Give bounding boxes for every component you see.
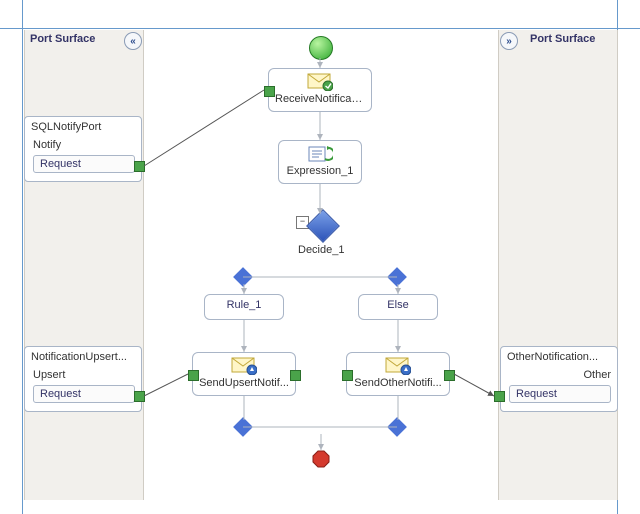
branch-diamond — [387, 417, 407, 437]
send-upsert-shape[interactable]: SendUpsertNotif... — [192, 352, 296, 396]
shape-label: SendUpsertNotif... — [199, 377, 289, 389]
port-surface-label-right: Port Surface — [530, 33, 595, 45]
port-title: NotificationUpsert... — [25, 347, 141, 365]
shape-connector-stub[interactable] — [342, 370, 353, 381]
else-shape[interactable]: Else — [358, 294, 438, 320]
port-surface-left[interactable] — [24, 30, 144, 500]
branch-diamond — [233, 417, 253, 437]
branch-diamond — [387, 267, 407, 287]
shape-connector-stub[interactable] — [264, 86, 275, 97]
port-request[interactable]: Request — [33, 155, 135, 173]
rule-shape[interactable]: Rule_1 — [204, 294, 284, 320]
ruler-left — [22, 0, 23, 514]
end-shape-icon[interactable] — [312, 450, 330, 468]
port-connector-stub[interactable] — [494, 391, 505, 402]
shape-label: Expression_1 — [285, 165, 355, 177]
send-message-icon — [231, 357, 257, 375]
port-title: SQLNotifyPort — [25, 117, 141, 135]
branch-diamond — [233, 267, 253, 287]
send-message-icon — [385, 357, 411, 375]
port-request[interactable]: Request — [509, 385, 611, 403]
start-shape-icon[interactable] — [309, 36, 333, 60]
collapse-left-surface-icon[interactable]: « — [124, 32, 142, 50]
collapse-right-surface-icon[interactable]: » — [500, 32, 518, 50]
shape-label: Else — [387, 299, 408, 311]
port-notification-upsert[interactable]: NotificationUpsert... Upsert Request — [24, 346, 142, 412]
shape-label: ReceiveNotificati... — [275, 93, 365, 105]
shape-connector-stub[interactable] — [444, 370, 455, 381]
port-surface-right[interactable] — [498, 30, 618, 500]
shape-label: Rule_1 — [227, 299, 262, 311]
port-connector-stub[interactable] — [134, 161, 145, 172]
receive-shape[interactable]: ReceiveNotificati... — [268, 68, 372, 112]
port-operation: Upsert — [33, 369, 135, 381]
ruler-top — [0, 28, 640, 29]
expression-shape[interactable]: Expression_1 — [278, 140, 362, 184]
port-sql-notify[interactable]: SQLNotifyPort Notify Request — [24, 116, 142, 182]
port-connector-stub[interactable] — [134, 391, 145, 402]
shape-label: SendOtherNotifi... — [353, 377, 443, 389]
shape-connector-stub[interactable] — [290, 370, 301, 381]
port-surface-label-left: Port Surface — [30, 33, 95, 45]
expression-icon — [307, 145, 333, 163]
decide-label: Decide_1 — [298, 244, 344, 256]
port-title: OtherNotification... — [501, 347, 617, 365]
orchestration-canvas: Port Surface Port Surface « » SQLNotifyP… — [0, 0, 640, 514]
port-request[interactable]: Request — [33, 385, 135, 403]
decide-shape-icon[interactable] — [306, 209, 340, 243]
receive-message-icon — [307, 73, 333, 91]
port-other-notification[interactable]: OtherNotification... Other Request — [500, 346, 618, 412]
port-operation: Notify — [33, 139, 135, 151]
port-operation: Other — [509, 369, 611, 381]
send-other-shape[interactable]: SendOtherNotifi... — [346, 352, 450, 396]
shape-connector-stub[interactable] — [188, 370, 199, 381]
